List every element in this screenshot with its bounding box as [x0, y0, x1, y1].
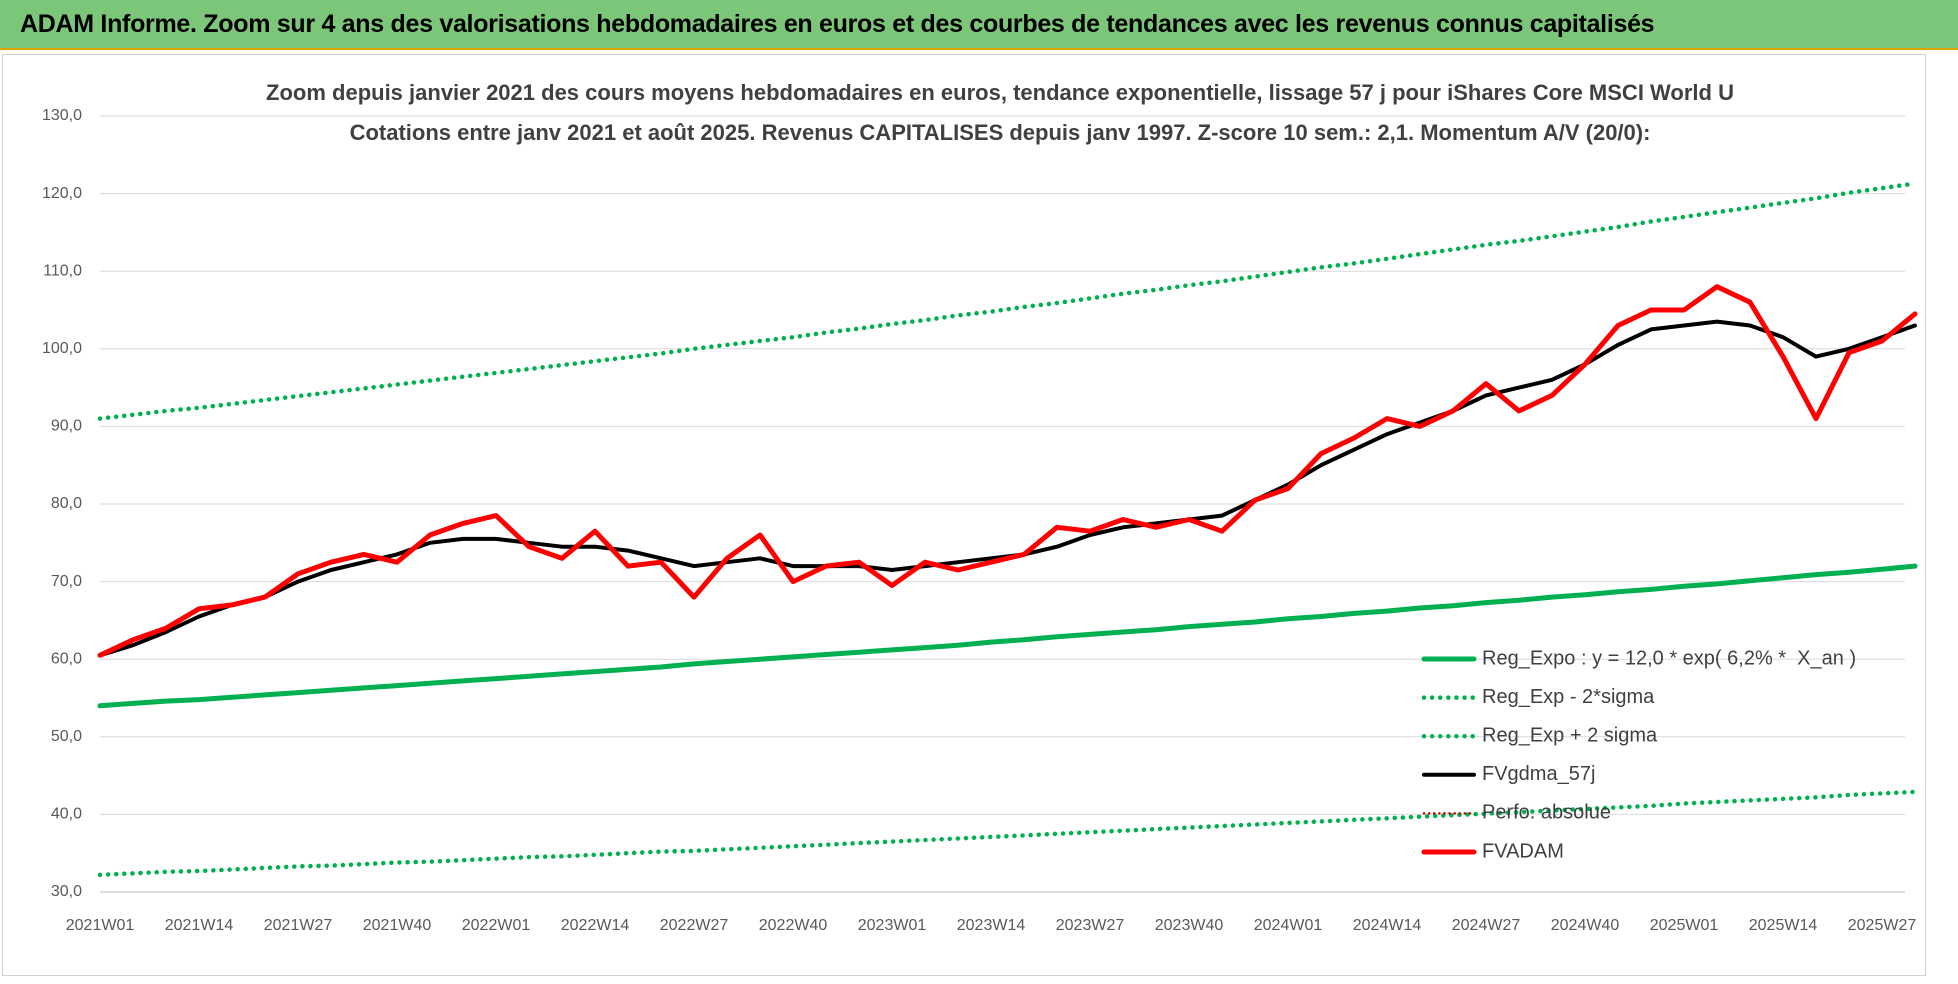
series-line — [97, 284, 1918, 658]
header-bar: ADAM Informe. Zoom sur 4 ans des valoris… — [0, 0, 1958, 50]
series-line — [98, 319, 1917, 658]
series-line — [97, 563, 1918, 709]
x-tick-label: 2022W01 — [462, 917, 531, 934]
series-line — [97, 789, 1918, 878]
legend-label: FVgdma_57j — [1482, 763, 1595, 785]
y-tick-label: 110,0 — [43, 262, 82, 279]
x-tick-label: 2023W27 — [1056, 917, 1125, 934]
chart-frame — [2, 54, 1926, 976]
x-tick-label: 2021W27 — [264, 917, 333, 934]
legend-label: Perfo. absolue — [1482, 802, 1611, 824]
x-tick-label: 2025W01 — [1650, 917, 1719, 934]
legend-label: Reg_Exp + 2 sigma — [1482, 724, 1658, 746]
x-tick-label: 2023W40 — [1155, 917, 1224, 934]
x-tick-label: 2023W14 — [957, 917, 1026, 934]
y-tick-label: 50,0 — [51, 728, 82, 745]
y-tick-label: 130,0 — [42, 107, 82, 124]
x-tick-label: 2024W40 — [1551, 917, 1620, 934]
y-tick-label: 90,0 — [51, 418, 82, 435]
x-tick-label: 2023W01 — [858, 917, 927, 934]
y-tick-label: 30,0 — [51, 883, 82, 900]
chart-title: Zoom depuis janvier 2021 des cours moyen… — [266, 80, 1734, 105]
x-tick-label: 2021W01 — [66, 917, 135, 934]
header-title: ADAM Informe. Zoom sur 4 ans des valoris… — [20, 10, 1655, 38]
y-tick-label: 120,0 — [42, 185, 82, 202]
x-tick-label: 2021W40 — [363, 917, 432, 934]
chart-subtitle: Cotations entre janv 2021 et août 2025. … — [350, 120, 1651, 145]
series-line — [97, 181, 1918, 421]
x-tick-label: 2021W14 — [165, 917, 234, 934]
x-tick-label: 2025W27 — [1848, 917, 1917, 934]
y-tick-label: 70,0 — [51, 573, 82, 590]
x-tick-label: 2022W14 — [561, 917, 630, 934]
x-tick-label: 2025W14 — [1749, 917, 1818, 934]
x-tick-label: 2024W01 — [1254, 917, 1323, 934]
y-tick-label: 60,0 — [51, 650, 82, 667]
legend-label: Reg_Exp - 2*sigma — [1482, 686, 1655, 708]
legend-label: Reg_Expo : y = 12,0 * exp( 6,2% * X_an ) — [1482, 647, 1856, 669]
x-tick-label: 2024W14 — [1353, 917, 1422, 934]
legend-label: FVADAM — [1482, 840, 1564, 862]
x-tick-label: 2022W27 — [660, 917, 729, 934]
y-tick-label: 80,0 — [51, 495, 82, 512]
y-tick-label: 40,0 — [51, 806, 82, 823]
x-tick-label: 2024W27 — [1452, 917, 1521, 934]
x-tick-label: 2022W40 — [759, 917, 828, 934]
y-tick-label: 100,0 — [42, 340, 82, 357]
